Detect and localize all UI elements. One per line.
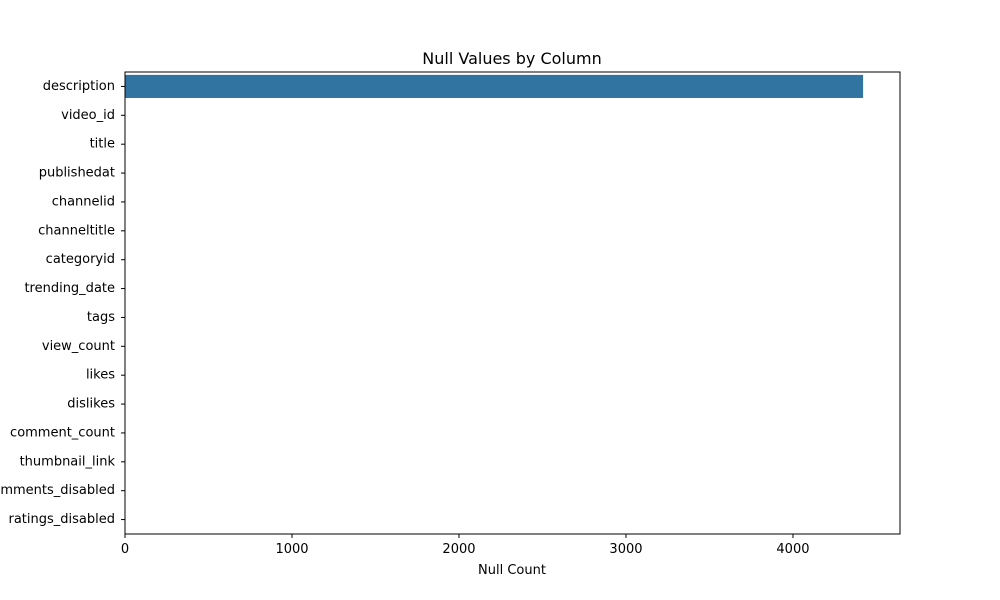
y-tick-label-view_count: view_count: [42, 339, 115, 354]
y-tick-label-trending_date: trending_date: [24, 281, 115, 296]
y-tick-label-comments_disabled: comments_disabled: [0, 483, 115, 498]
y-tick-label-description: description: [43, 79, 115, 94]
x-tick-label-1000: 1000: [275, 542, 308, 557]
x-tick-label-4000: 4000: [776, 542, 809, 557]
y-tick-label-categoryid: categoryid: [46, 252, 115, 267]
y-tick-label-comment_count: comment_count: [10, 425, 115, 440]
chart-title: Null Values by Column: [422, 49, 601, 68]
y-tick-label-dislikes: dislikes: [67, 397, 115, 412]
x-tick-label-2000: 2000: [442, 542, 475, 557]
y-tick-label-channelid: channelid: [52, 194, 115, 209]
y-tick-label-title: title: [90, 137, 115, 152]
bars-group: [125, 74, 864, 98]
x-axis-label: Null Count: [478, 563, 546, 578]
y-tick-label-likes: likes: [86, 368, 115, 383]
y-tick-label-channeltitle: channeltitle: [38, 223, 115, 238]
y-tick-label-video_id: video_id: [61, 108, 115, 123]
y-tick-label-ratings_disabled: ratings_disabled: [8, 512, 115, 527]
x-tick-label-0: 0: [121, 542, 129, 557]
y-tick-label-publishedat: publishedat: [39, 166, 115, 181]
x-ticks: 0 1000 2000 3000 4000: [121, 534, 810, 557]
plot-frame: [124, 71, 901, 535]
y-tick-label-thumbnail_link: thumbnail_link: [20, 454, 116, 469]
bar-description: [125, 74, 864, 98]
y-tick-label-tags: tags: [87, 310, 115, 325]
x-tick-label-3000: 3000: [609, 542, 642, 557]
